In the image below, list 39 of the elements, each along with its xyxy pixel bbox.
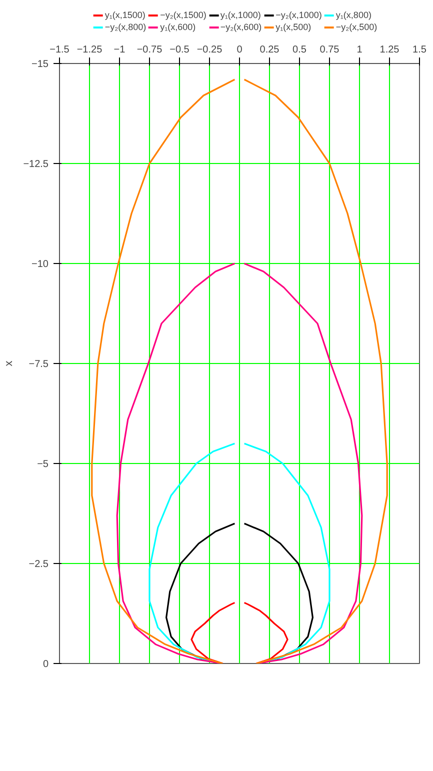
- legend-label: y₁(x,1500): [104, 10, 146, 20]
- y-tick-label: −15: [32, 59, 49, 70]
- y-tick-label: −2.5: [28, 559, 49, 570]
- line-series: [244, 262, 363, 664]
- y-tick-label: 0: [42, 659, 49, 670]
- line-series: [91, 78, 236, 664]
- y-tick-label: −10: [32, 259, 49, 270]
- legend-label: y₁(x,600): [160, 22, 196, 32]
- line-series: [244, 602, 288, 664]
- line-series: [190, 602, 236, 664]
- y-tick-label: −5: [37, 459, 49, 470]
- y-tick-label: −7.5: [28, 359, 49, 370]
- x-tick-label: 0.75: [320, 44, 340, 56]
- x-tick-label: 0.25: [260, 44, 280, 56]
- x-tick-label: 1.25: [380, 44, 400, 56]
- line-series: [244, 442, 330, 664]
- x-tick-label: −1.25: [76, 44, 103, 56]
- x-tick-label: −0.25: [196, 44, 223, 56]
- x-tick-label: −0.5: [170, 44, 190, 56]
- x-tick-label: 0.5: [292, 44, 307, 56]
- y-axis-title: x: [3, 360, 16, 366]
- x-tick-label: 1: [356, 44, 363, 56]
- y-tick-label: −12.5: [23, 159, 49, 170]
- legend-label: −y₂(x,600): [220, 22, 262, 32]
- legend-label: −y₂(x,1000): [276, 10, 322, 20]
- line-series: [244, 78, 388, 664]
- legend-label: y₁(x,500): [276, 22, 312, 32]
- x-tick-label: 0: [236, 44, 243, 56]
- legend-label: y₁(x,800): [336, 10, 372, 20]
- legend-label: y₁(x,1000): [220, 10, 261, 20]
- x-tick-label: −1.5: [50, 44, 70, 56]
- line-series: [148, 442, 236, 664]
- x-tick-label: 1.5: [412, 44, 427, 56]
- x-tick-label: −0.75: [136, 44, 163, 56]
- legend-label: −y₂(x,800): [104, 22, 146, 32]
- legend-label: −y₂(x,1500): [160, 10, 206, 20]
- x-tick-label: −1: [114, 44, 126, 56]
- legend-label: −y₂(x,500): [336, 22, 378, 32]
- line-series: [116, 262, 236, 664]
